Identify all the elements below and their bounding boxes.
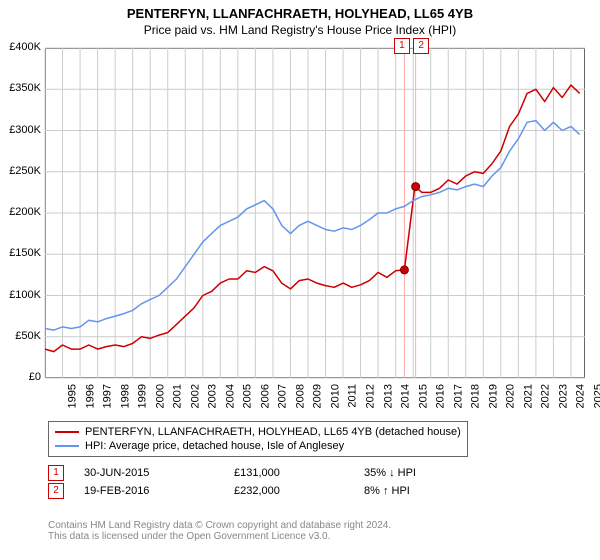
footer-line-1: Contains HM Land Registry data © Crown c… [48, 520, 391, 531]
legend-swatch [55, 431, 79, 433]
marker-label: 1 [394, 38, 410, 54]
transactions-table: 1 30-JUN-2015£131,00035% ↓ HPI 2 19-FEB-201… [48, 464, 456, 500]
transaction-marker: 2 [48, 483, 64, 499]
transaction-price: £131,000 [234, 467, 364, 479]
legend-label: HPI: Average price, detached house, Isle… [85, 440, 344, 452]
footer-line-2: This data is licensed under the Open Gov… [48, 531, 391, 542]
legend-label: PENTERFYN, LLANFACHRAETH, HOLYHEAD, LL65… [85, 426, 461, 438]
transaction-price: £232,000 [234, 485, 364, 497]
transaction-delta: 8% ↑ HPI [364, 485, 450, 497]
legend-item: PENTERFYN, LLANFACHRAETH, HOLYHEAD, LL65… [55, 425, 461, 439]
marker-label: 2 [413, 38, 429, 54]
transaction-date: 19-FEB-2016 [84, 485, 234, 497]
legend-box: PENTERFYN, LLANFACHRAETH, HOLYHEAD, LL65… [48, 421, 468, 457]
legend-swatch [55, 445, 79, 447]
transaction-delta: 35% ↓ HPI [364, 467, 456, 479]
transaction-row: 1 30-JUN-2015£131,00035% ↓ HPI [48, 464, 456, 482]
legend-item: HPI: Average price, detached house, Isle… [55, 439, 461, 453]
transaction-marker: 1 [48, 465, 64, 481]
transaction-row: 2 19-FEB-2016£232,0008% ↑ HPI [48, 482, 456, 500]
footer-text: Contains HM Land Registry data © Crown c… [48, 520, 391, 542]
transaction-date: 30-JUN-2015 [84, 467, 234, 479]
chart-container: PENTERFYN, LLANFACHRAETH, HOLYHEAD, LL65… [0, 0, 600, 560]
